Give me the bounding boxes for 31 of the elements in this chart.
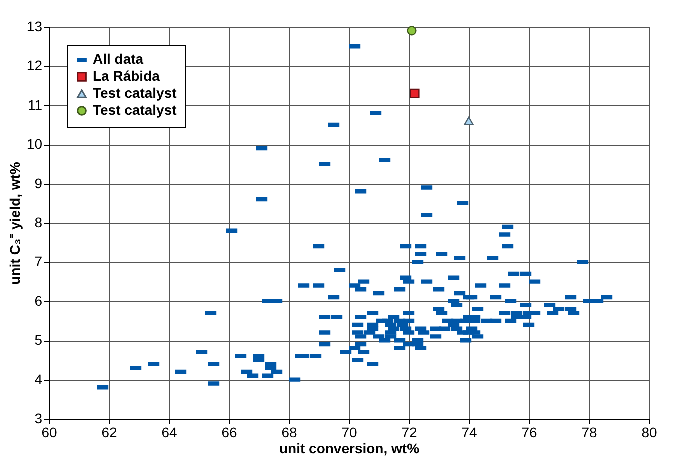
y-tick-label: 4 — [34, 371, 43, 388]
point — [407, 26, 417, 36]
y-tick-label: 5 — [34, 332, 43, 348]
y-tick-label: 9 — [34, 175, 43, 192]
y-tick-label: 7 — [34, 254, 43, 270]
x-tick-label: 70 — [342, 424, 358, 440]
point — [410, 88, 420, 98]
x-tick-label: 72 — [402, 424, 418, 440]
legend-label: Test catalyst — [93, 102, 178, 118]
x-tick-label: 62 — [102, 424, 118, 440]
x-tick-label: 68 — [282, 424, 298, 440]
y-tick-label: 10 — [26, 136, 43, 152]
y-tick-label: 3 — [34, 410, 43, 426]
x-tick-label: 60 — [42, 424, 58, 440]
x-tick-label: 74 — [462, 424, 478, 440]
x-tick-label: 76 — [522, 424, 538, 440]
legend-label: La Rábida — [93, 68, 160, 84]
y-tick-label: 6 — [34, 292, 43, 309]
legend-label: All data — [93, 51, 144, 67]
x-tick-label: 64 — [162, 424, 178, 440]
y-tick-label: 8 — [34, 214, 43, 230]
legend-label: Test catalyst — [93, 85, 178, 101]
x-tick-label: 80 — [642, 424, 658, 440]
y-tick-label: 12 — [26, 58, 43, 74]
y-axis-title: unit C₃⁼ yield, wt% — [6, 162, 23, 285]
point — [464, 116, 474, 126]
x-tick-label: 78 — [582, 424, 598, 440]
x-axis-title: unit conversion, wt% — [279, 440, 420, 456]
y-tick-label: 11 — [28, 96, 43, 113]
x-tick-label: 66 — [222, 424, 238, 440]
y-tick-label: 13 — [26, 18, 43, 34]
